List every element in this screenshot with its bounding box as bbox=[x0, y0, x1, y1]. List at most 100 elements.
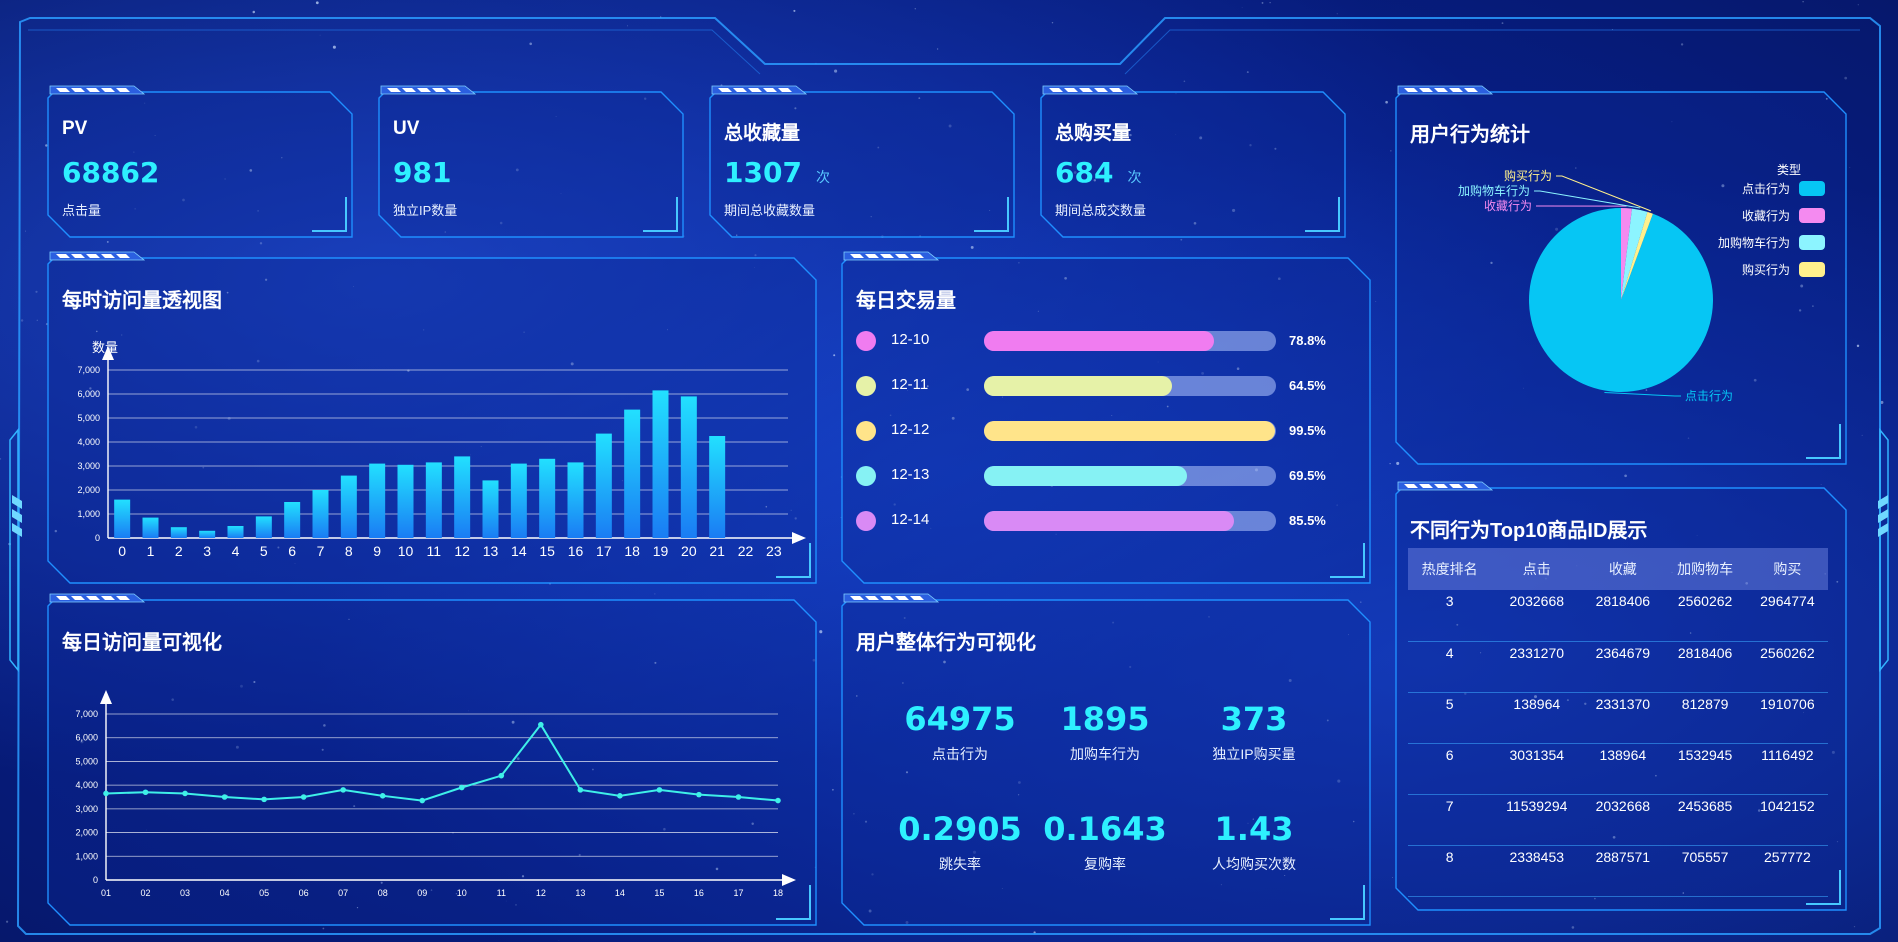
table-cell: 705557 bbox=[1663, 845, 1747, 897]
table-cell: 7 bbox=[1408, 794, 1492, 846]
trade-percent: 99.5% bbox=[1289, 423, 1326, 438]
bar[interactable] bbox=[680, 396, 697, 538]
data-point[interactable] bbox=[182, 790, 188, 797]
x-tick-label: 17 bbox=[733, 888, 743, 898]
bar[interactable] bbox=[199, 530, 216, 538]
panel-frame bbox=[1040, 85, 1346, 238]
star bbox=[1385, 100, 1388, 104]
star bbox=[1261, 1, 1264, 4]
bar[interactable] bbox=[652, 390, 669, 538]
data-point[interactable] bbox=[419, 797, 426, 804]
bar[interactable] bbox=[539, 458, 556, 538]
bar[interactable] bbox=[227, 526, 244, 538]
data-point[interactable] bbox=[498, 772, 505, 779]
bar[interactable] bbox=[709, 436, 726, 538]
data-point[interactable] bbox=[735, 794, 742, 800]
star bbox=[660, 16, 662, 18]
stat-value: 373 bbox=[1220, 700, 1288, 738]
table-cell: 2331370 bbox=[1582, 692, 1664, 744]
trade-progress-track bbox=[984, 376, 1276, 396]
bar[interactable] bbox=[340, 475, 357, 538]
data-point[interactable] bbox=[103, 790, 109, 797]
star bbox=[834, 69, 838, 73]
star bbox=[332, 45, 336, 49]
data-point[interactable] bbox=[458, 784, 465, 791]
legend-swatch[interactable] bbox=[1799, 262, 1825, 277]
bar[interactable] bbox=[454, 456, 471, 538]
star bbox=[627, 25, 628, 27]
kpi-number: 684 bbox=[1055, 156, 1114, 189]
trade-row: 12-13 69.5% bbox=[856, 463, 1346, 489]
bar[interactable] bbox=[567, 462, 584, 538]
star bbox=[1856, 344, 1860, 348]
star bbox=[1180, 238, 1183, 241]
data-point[interactable] bbox=[617, 793, 623, 799]
bar[interactable] bbox=[595, 433, 612, 538]
data-point[interactable] bbox=[538, 721, 544, 728]
x-tick-label: 13 bbox=[575, 888, 585, 898]
pie-slice[interactable] bbox=[1621, 208, 1648, 300]
stat-value: 1.43 bbox=[1214, 810, 1294, 848]
data-point[interactable] bbox=[577, 787, 584, 793]
pie-slice-label: 点击行为 bbox=[1685, 389, 1733, 403]
x-tick-label: 6 bbox=[288, 543, 296, 559]
x-tick-label: 04 bbox=[220, 888, 230, 898]
table-row: 6 3031354 138964 1532945 1116492 bbox=[1408, 743, 1828, 795]
star bbox=[1246, 71, 1249, 74]
legend-swatch[interactable] bbox=[1799, 235, 1825, 250]
bar[interactable] bbox=[510, 463, 527, 538]
table-cell: 3031354 bbox=[1491, 743, 1583, 795]
bar[interactable] bbox=[624, 409, 641, 538]
bar[interactable] bbox=[369, 463, 386, 538]
legend-swatch[interactable] bbox=[1799, 208, 1825, 223]
legend-item-label[interactable]: 购买行为 bbox=[1742, 262, 1790, 277]
daily-visits-panel: 每日访问量可视化 0 1,000 2,000 3,000 4,000 5,000 6,000… bbox=[47, 593, 817, 926]
data-point[interactable] bbox=[340, 787, 346, 793]
pie-slice[interactable] bbox=[1621, 211, 1653, 300]
legend-item-label[interactable]: 点击行为 bbox=[1742, 182, 1790, 196]
bar[interactable] bbox=[170, 527, 187, 538]
bar[interactable] bbox=[397, 464, 414, 538]
data-point[interactable] bbox=[379, 793, 386, 799]
stat-add-cart: 1895 加购车行为 bbox=[1015, 700, 1195, 764]
x-tick-label: 11 bbox=[427, 543, 442, 559]
y-tick-label: 1,000 bbox=[77, 509, 100, 519]
bar[interactable] bbox=[312, 490, 329, 538]
bar[interactable] bbox=[114, 499, 131, 538]
kpi-subtitle: 期间总收藏数量 bbox=[724, 203, 816, 218]
y-axis-arrow-icon bbox=[102, 346, 114, 360]
legend-item-label[interactable]: 收藏行为 bbox=[1742, 209, 1790, 223]
y-tick-label: 6,000 bbox=[75, 733, 98, 743]
star bbox=[5, 920, 9, 923]
data-point[interactable] bbox=[261, 796, 267, 803]
x-tick-label: 8 bbox=[345, 543, 353, 559]
data-point[interactable] bbox=[221, 794, 228, 800]
data-point[interactable] bbox=[696, 791, 702, 798]
bar[interactable] bbox=[425, 462, 442, 538]
data-point[interactable] bbox=[300, 794, 307, 800]
table-row: 3 2032668 2818406 2560262 2964774 bbox=[1408, 590, 1828, 642]
data-point[interactable] bbox=[142, 789, 149, 796]
pie-slice-label: 购买行为 bbox=[1504, 168, 1552, 183]
bar[interactable] bbox=[255, 516, 272, 538]
x-tick-label: 19 bbox=[653, 543, 669, 559]
star bbox=[106, 240, 109, 243]
table-cell: 2560262 bbox=[1746, 641, 1828, 693]
trade-date: 12-12 bbox=[891, 421, 930, 438]
trade-progress-track bbox=[984, 421, 1276, 441]
data-point[interactable] bbox=[656, 787, 663, 793]
legend-swatch[interactable] bbox=[1799, 181, 1825, 196]
table-cell: 2964774 bbox=[1746, 590, 1828, 642]
star bbox=[1392, 877, 1394, 879]
star bbox=[1336, 13, 1338, 15]
kpi-value: 981 bbox=[393, 156, 451, 189]
bar[interactable] bbox=[482, 480, 499, 538]
data-point[interactable] bbox=[775, 797, 781, 804]
stat-click: 64975 点击行为 bbox=[870, 700, 1050, 764]
pie-slice[interactable] bbox=[1621, 208, 1632, 300]
bar[interactable] bbox=[142, 517, 159, 538]
bar[interactable] bbox=[284, 502, 301, 538]
star bbox=[1624, 474, 1627, 478]
legend-item-label[interactable]: 加购物车行为 bbox=[1718, 235, 1790, 250]
x-axis-arrow-icon bbox=[782, 874, 796, 886]
